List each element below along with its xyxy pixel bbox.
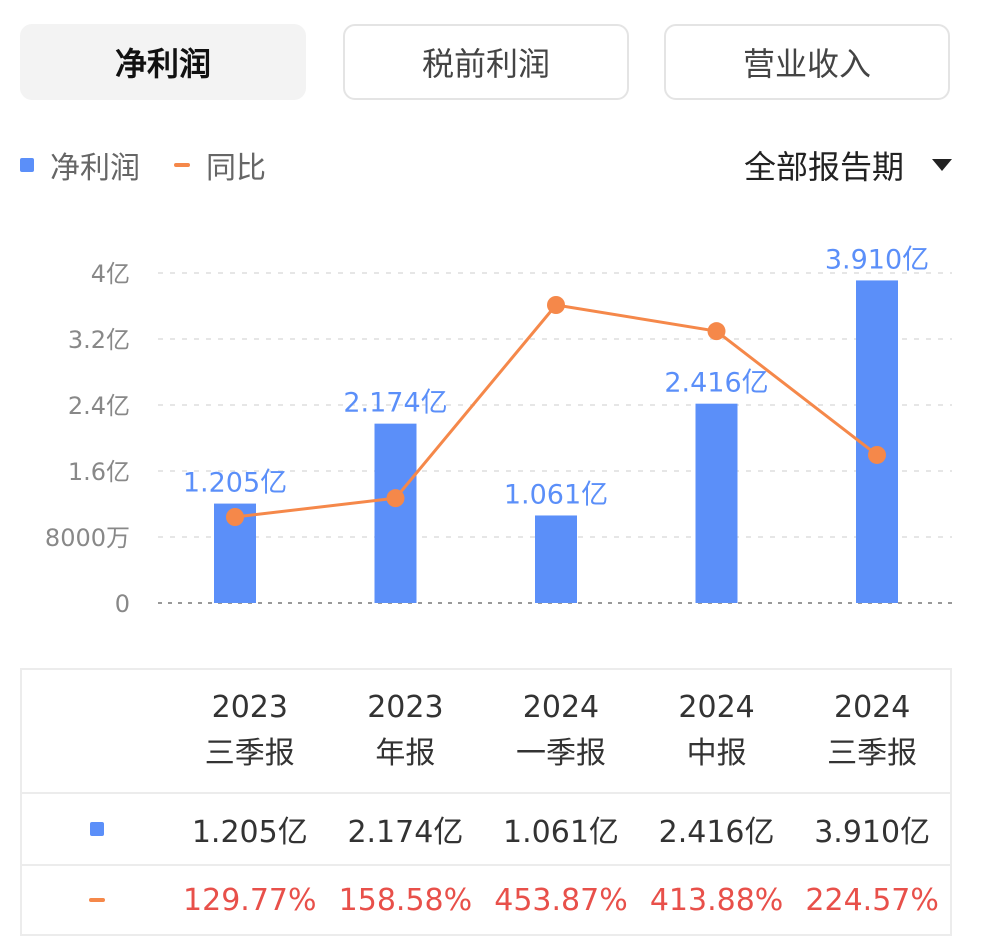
tab-net-profit[interactable]: 净利润 bbox=[20, 24, 306, 100]
net-profit-chart: 0 8000万 1.6亿 2.4亿 3.2亿 4亿 1.205亿 2.174亿 1.061亿 2.… bbox=[45, 244, 952, 618]
row-marker-cell bbox=[22, 898, 172, 902]
bar-swatch-icon bbox=[90, 822, 104, 836]
table-header-col-2: 2023 年报 bbox=[328, 685, 484, 777]
yoy-point bbox=[386, 489, 405, 508]
table-cell-growth: 453.87% bbox=[494, 882, 628, 918]
header-year: 2023 bbox=[211, 690, 288, 725]
line-swatch-icon bbox=[89, 898, 105, 902]
tab-revenue[interactable]: 营业收入 bbox=[664, 24, 950, 100]
y-tick-label: 8000万 bbox=[45, 524, 130, 552]
table-cell-growth: 129.77% bbox=[183, 882, 317, 918]
y-tick-label: 0 bbox=[115, 590, 130, 618]
bar-data-label: 3.910亿 bbox=[825, 244, 929, 275]
table-cell-value: 3.910亿 bbox=[814, 815, 931, 850]
header-year: 2024 bbox=[522, 690, 600, 725]
bar bbox=[374, 423, 417, 603]
line-swatch-icon bbox=[174, 163, 190, 167]
table-header-row: 2023 三季报 2023 年报 2024 一季报 2024 中报 2024 三… bbox=[22, 670, 950, 794]
bar bbox=[535, 515, 577, 603]
header-period: 中报 bbox=[686, 736, 747, 771]
header-period: 三季报 bbox=[204, 736, 295, 771]
yoy-point bbox=[868, 445, 886, 464]
period-select[interactable]: 全部报告期 bbox=[744, 140, 952, 190]
table-header-col-1: 2023 三季报 bbox=[172, 685, 328, 777]
bar bbox=[695, 403, 738, 603]
yoy-point bbox=[547, 296, 565, 314]
table-header-col-3: 2024 一季报 bbox=[483, 685, 639, 777]
legend-item-yoy[interactable]: 同比 bbox=[174, 143, 266, 187]
table-cell-growth: 413.88% bbox=[649, 882, 784, 918]
table-cell-growth: 224.57% bbox=[805, 882, 939, 918]
data-table: 2023 三季报 2023 年报 2024 一季报 2024 中报 2024 三… bbox=[20, 668, 952, 936]
yoy-point bbox=[707, 322, 726, 341]
tab-bar: 净利润 税前利润 营业收入 bbox=[20, 24, 952, 100]
bar-data-label: 1.205亿 bbox=[183, 468, 287, 499]
table-row-net-profit: 1.205亿 2.174亿 1.061亿 2.416亿 3.910亿 bbox=[22, 794, 950, 866]
legend-item-net-profit[interactable]: 净利润 bbox=[20, 143, 140, 187]
header-year: 2024 bbox=[678, 690, 755, 725]
header-year: 2024 bbox=[833, 690, 911, 725]
table-cell-growth: 158.58% bbox=[338, 882, 473, 918]
table-cell-value: 1.061亿 bbox=[503, 815, 619, 850]
row-marker-cell bbox=[22, 822, 172, 836]
caret-down-icon bbox=[932, 159, 952, 171]
bar bbox=[856, 280, 898, 603]
header-period: 一季报 bbox=[515, 736, 606, 771]
table-header-col-4: 2024 中报 bbox=[639, 685, 795, 777]
bar-data-label: 2.416亿 bbox=[664, 368, 768, 399]
bar-data-label: 2.174亿 bbox=[343, 388, 447, 419]
legend-label-net-profit: 净利润 bbox=[50, 151, 140, 186]
table-cell-value: 2.416亿 bbox=[658, 815, 775, 850]
header-year: 2023 bbox=[367, 690, 444, 725]
period-select-value: 全部报告期 bbox=[743, 148, 904, 186]
y-tick-label: 1.6亿 bbox=[68, 458, 130, 486]
table-row-yoy: 129.77% 158.58% 453.87% 413.88% 224.57% bbox=[22, 866, 950, 934]
y-tick-label: 3.2亿 bbox=[68, 326, 130, 354]
table-cell-value: 2.174亿 bbox=[347, 815, 464, 850]
yoy-point bbox=[226, 508, 244, 526]
y-tick-label: 4亿 bbox=[91, 260, 130, 288]
tab-pretax-profit[interactable]: 税前利润 bbox=[343, 24, 629, 100]
table-header-col-5: 2024 三季报 bbox=[794, 685, 950, 777]
header-period: 三季报 bbox=[827, 736, 918, 771]
y-tick-label: 2.4亿 bbox=[68, 392, 130, 420]
table-cell-value: 1.205亿 bbox=[191, 815, 308, 850]
bar-data-label: 1.061亿 bbox=[504, 479, 608, 510]
header-period: 年报 bbox=[375, 736, 436, 771]
bar-swatch-icon bbox=[20, 158, 34, 172]
legend-label-yoy: 同比 bbox=[206, 151, 266, 186]
chart-legend: 净利润 同比 bbox=[20, 142, 300, 188]
